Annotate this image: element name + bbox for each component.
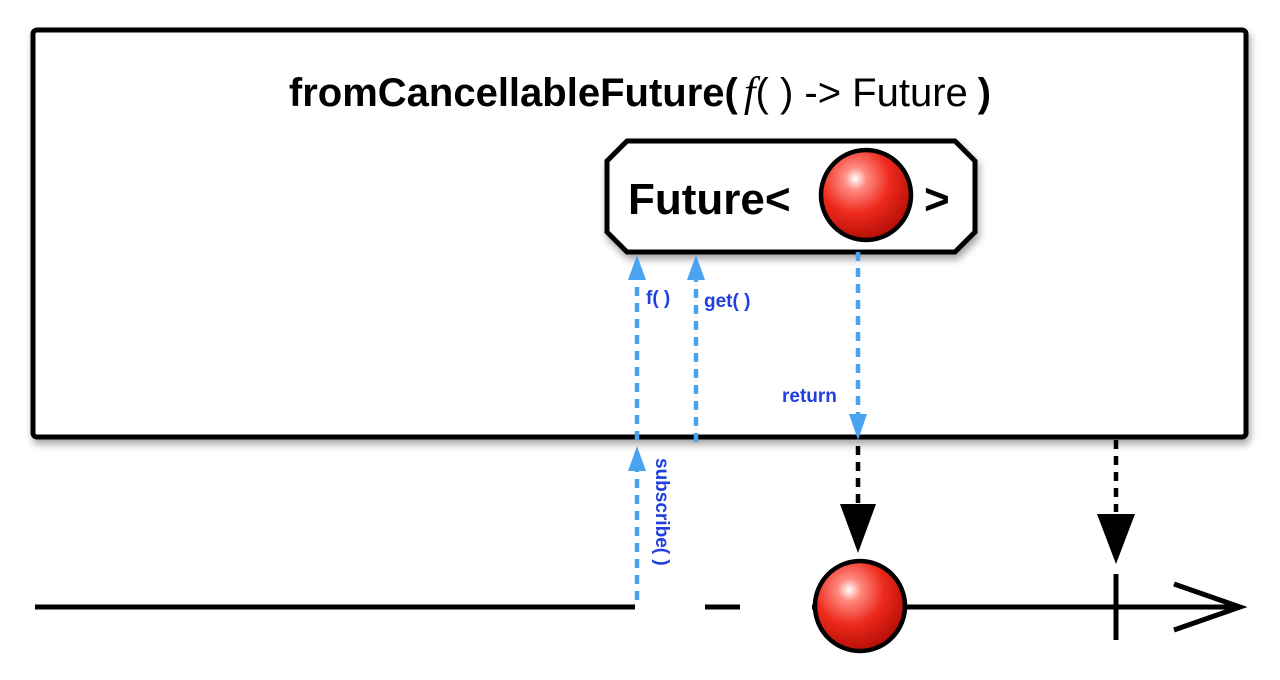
completion-arrowhead bbox=[1097, 514, 1135, 564]
output-marble bbox=[812, 558, 908, 654]
get-call-arrowhead bbox=[687, 255, 705, 280]
emission-arrowhead bbox=[840, 504, 876, 553]
subscribe-label: subscribe( ) bbox=[651, 458, 672, 566]
future-prefix: Future< bbox=[628, 175, 791, 224]
call-arrowheads bbox=[628, 255, 867, 471]
function-signature: ( ) -> Future bbox=[756, 71, 968, 115]
get-call-label: get( ) bbox=[704, 291, 750, 312]
operator-title: fromCancellableFuture(f( ) -> Future) bbox=[289, 70, 991, 116]
return-label: return bbox=[782, 386, 837, 407]
operator-close-paren: ) bbox=[978, 71, 991, 115]
subscription-gap-2 bbox=[740, 603, 812, 611]
operator-name: fromCancellableFuture( bbox=[289, 71, 739, 115]
call-arrows bbox=[634, 252, 861, 600]
f-call-label: f( ) bbox=[646, 288, 670, 309]
future-suffix: > bbox=[924, 175, 950, 224]
future-marble bbox=[818, 147, 914, 243]
f-call-arrowhead bbox=[628, 255, 646, 280]
timeline-arrowhead bbox=[1173, 581, 1248, 633]
subscribe-arrowhead bbox=[628, 446, 646, 471]
subscription-gap-1 bbox=[635, 603, 705, 611]
return-arrowhead bbox=[849, 414, 867, 440]
